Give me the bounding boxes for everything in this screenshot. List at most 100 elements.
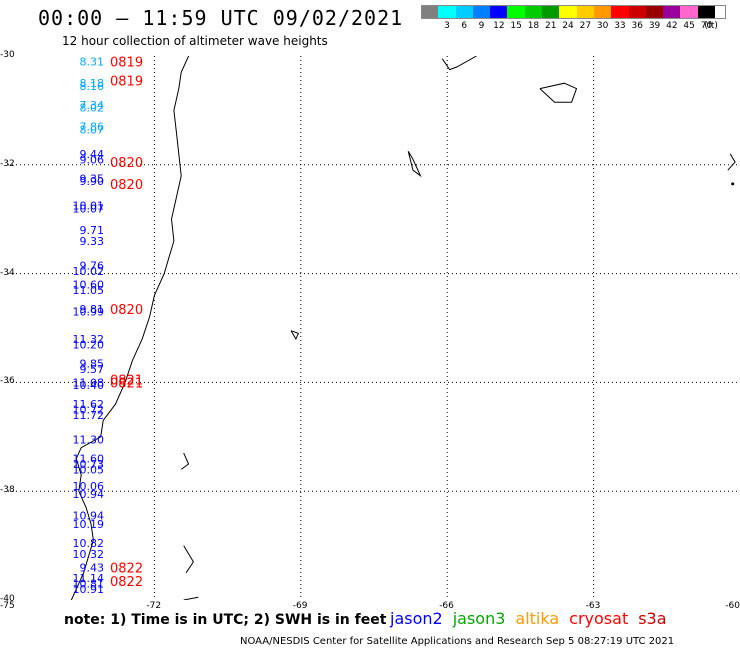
time-stamp-label: 0820: [110, 303, 143, 318]
legend-swatch: [542, 5, 560, 19]
wave-height-label: 9.76: [80, 259, 105, 272]
legend-swatch: [507, 5, 525, 19]
legend-label: 24: [562, 21, 574, 31]
wave-height-label: 9.33: [80, 235, 105, 248]
legend-swatch: [455, 5, 473, 19]
legend-swatch: [524, 5, 543, 19]
time-stamp-label: 0822: [110, 561, 143, 576]
lat-tick-label: -38: [0, 485, 15, 496]
wave-height-label: 10.32: [73, 548, 105, 561]
map-title: 00:00 – 11:59 UTC 09/02/2021: [38, 6, 404, 30]
island-outline: [407, 150, 422, 178]
legend-swatch: [421, 5, 439, 19]
wave-height-label: 8.02: [80, 102, 105, 115]
legend-label: 42: [666, 21, 678, 31]
wave-height-label: 10.02: [73, 265, 105, 278]
satellite-label: jason3: [452, 609, 506, 628]
lat-tick-label: -30: [0, 50, 15, 60]
island-outline: [539, 82, 578, 103]
coastline-chile: [70, 56, 190, 600]
lon-tick-label: -75: [0, 601, 15, 611]
wave-height-label: 10.81: [73, 578, 105, 591]
wave-height-label: 10.94: [73, 510, 105, 523]
wave-height-label: 10.91: [73, 583, 105, 596]
legend-swatch: [472, 5, 491, 19]
wave-height-label: 11.05: [73, 284, 105, 297]
wave-height-label: 9.90: [80, 175, 105, 188]
footer-note: note: 1) Time is in UTC; 2) SWH is in fe…: [64, 612, 387, 628]
wave-height-label: 9.85: [80, 357, 105, 370]
legend-label: 36: [631, 21, 643, 31]
time-stamp-label: 0819: [110, 56, 143, 70]
satellite-label: s3a: [638, 609, 667, 628]
satellite-label: altika: [515, 609, 560, 628]
wave-height-label: 10.73: [73, 458, 105, 471]
lon-tick-label: -66: [439, 601, 454, 611]
wave-height-label: 11.14: [73, 572, 105, 585]
wave-height-label: 10.06: [73, 480, 105, 493]
legend-label: 30: [596, 21, 609, 31]
wave-height-label: 9.57: [80, 363, 105, 376]
lat-tick-label: -36: [0, 376, 15, 387]
wave-height-label: 10.40: [73, 379, 105, 392]
legend-label: 12: [493, 21, 505, 31]
legend-label: 6: [461, 21, 468, 31]
legend-swatch: [611, 5, 629, 19]
wave-height-label: 10.07: [73, 202, 105, 215]
island-outline: [180, 452, 190, 470]
lon-tick-label: -69: [292, 601, 308, 611]
color-legend: [421, 5, 716, 19]
wave-height-label: 10.94: [73, 488, 105, 501]
legend-swatch: [680, 5, 698, 19]
wave-height-label: 10.60: [73, 278, 105, 291]
wave-height-label: 10.05: [73, 463, 105, 476]
island-outline: [183, 545, 194, 574]
legend-swatch: [628, 5, 646, 19]
wave-height-label: 10.20: [73, 338, 105, 351]
wave-height-label: 7.86: [80, 121, 105, 134]
legend-swatch: [697, 5, 716, 19]
legend-swatch: [438, 5, 456, 19]
wave-height-label: 11.60: [73, 453, 105, 466]
legend-swatch: [645, 5, 664, 19]
time-stamp-label: 0821: [110, 374, 143, 389]
wave-height-label: 10.82: [73, 537, 105, 550]
credit-line: NOAA/NESDIS Center for Satellite Applica…: [240, 636, 675, 647]
legend-label: 70: [700, 21, 713, 31]
lon-tick-label: -72: [146, 601, 162, 611]
legend-swatch: [559, 5, 577, 19]
legend-label: 9: [478, 21, 485, 31]
wave-height-label: 11.32: [73, 333, 105, 346]
lat-tick-label: -32: [0, 158, 15, 169]
wave-height-label: 8.31: [80, 56, 105, 68]
satellite-label: jason2: [390, 609, 443, 628]
legend-swatch: [593, 5, 612, 19]
wave-height-label: 10.99: [73, 306, 105, 319]
time-stamp-label: 0820: [110, 178, 143, 193]
wave-height-label: 9.35: [80, 172, 105, 185]
lon-tick-label: -60: [725, 601, 740, 611]
satellite-label: cryosat: [569, 609, 629, 628]
time-stamp-label: 0822: [110, 575, 143, 590]
legend-label: 45: [683, 21, 695, 31]
island-outline: [290, 330, 300, 340]
legend-label: 21: [545, 21, 557, 31]
wave-height-label: 8.07: [80, 123, 105, 136]
wave-height-label: 9.44: [80, 148, 105, 161]
wave-height-label: 11.72: [73, 409, 105, 422]
wave-height-label: 8.16: [80, 80, 105, 93]
legend-label: 39: [648, 21, 661, 31]
lat-tick-label: -40: [0, 594, 15, 604]
lat-tick-label: -34: [0, 267, 15, 278]
wave-height-label: 9.71: [80, 224, 105, 237]
wave-height-label: 10.72: [73, 404, 105, 417]
wave-height-label: 9.81: [80, 303, 105, 316]
legend-label: 27: [579, 21, 592, 31]
wave-height-label: 7.34: [80, 99, 105, 112]
wave-height-label: 8.18: [80, 77, 105, 90]
island-outline: [727, 153, 736, 171]
lon-tick-label: -63: [585, 601, 601, 611]
map-canvas: 8.31 8.188.16 7.348.02 7.868.07 9.449.06 9.35…: [8, 56, 740, 600]
wave-height-label: 10.01: [73, 200, 105, 213]
legend-label: 3: [444, 21, 450, 31]
